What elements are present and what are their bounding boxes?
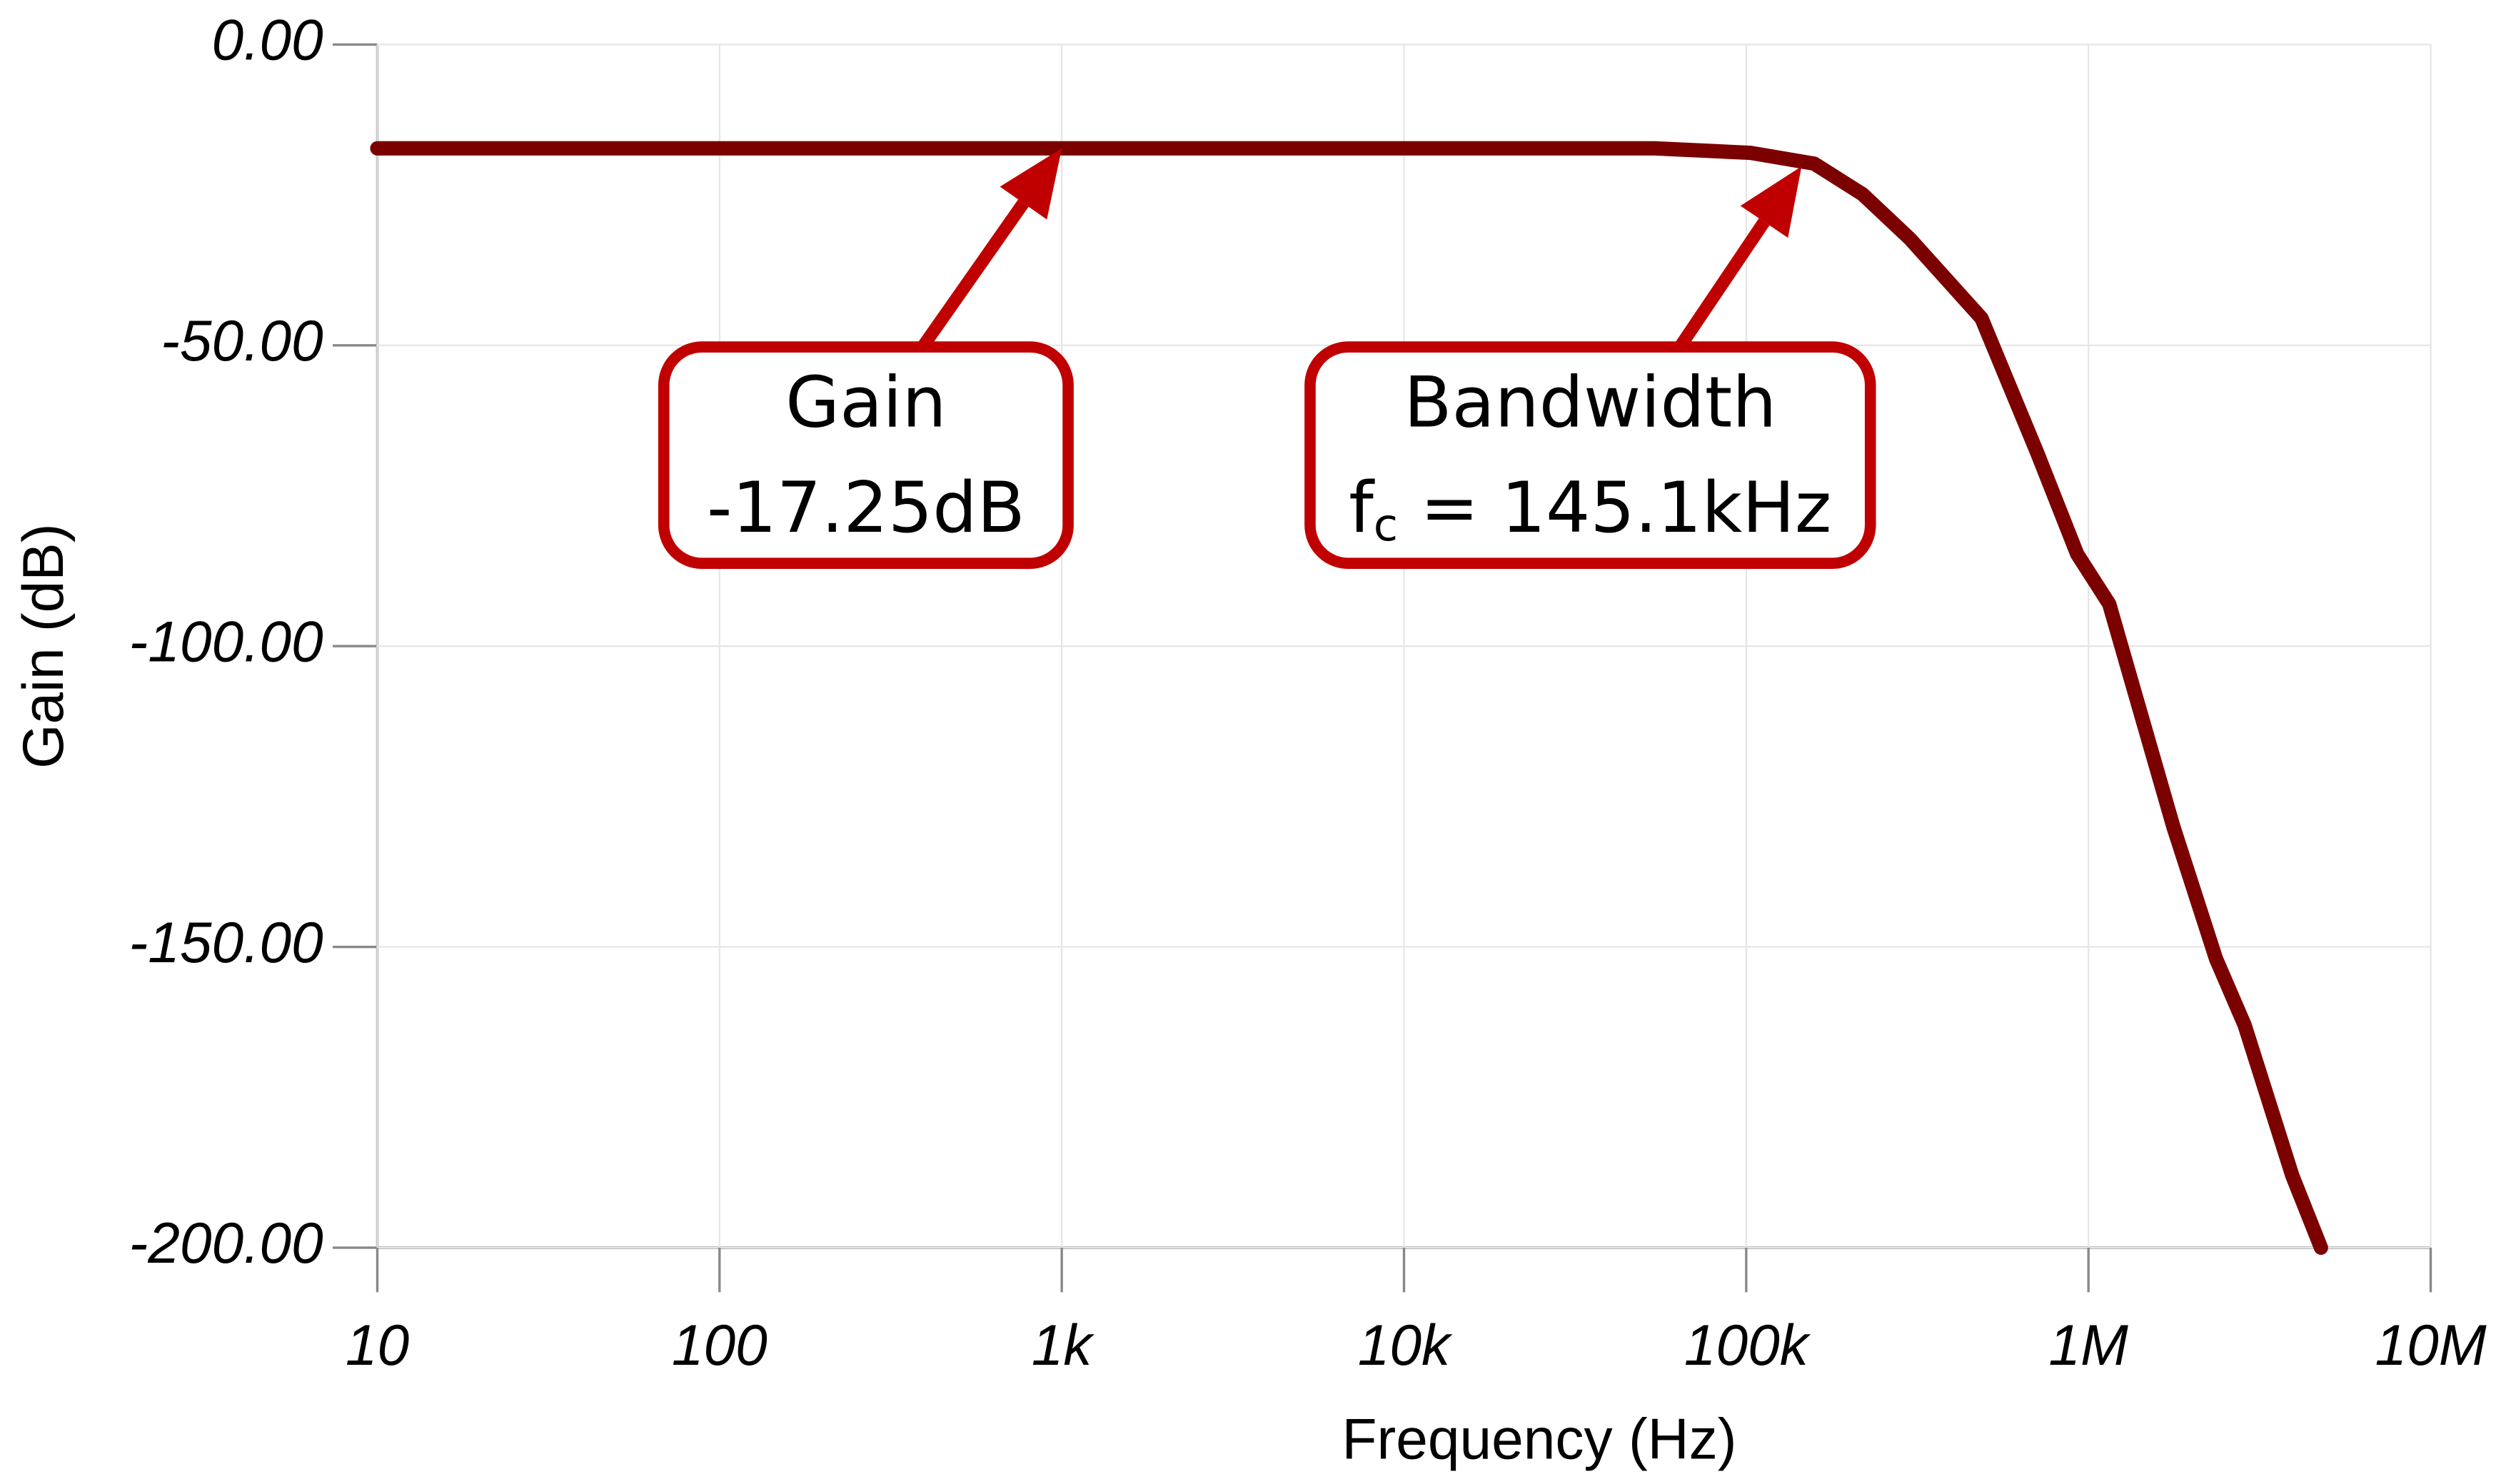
x-tick-label: 10: [346, 1313, 409, 1378]
annotation-text: fc = 145.1kHz: [1349, 468, 1831, 552]
arrow-shaft: [917, 199, 1029, 351]
x-tick-label: 1M: [2048, 1313, 2128, 1378]
y-axis-title: Gain (dB): [11, 523, 76, 768]
annotation-text-part: = 145.1kHz: [1398, 468, 1831, 549]
x-tick-label: 10k: [1358, 1313, 1453, 1378]
x-tick-label: 10M: [2375, 1313, 2486, 1378]
line: [370, 141, 2328, 1255]
arrow-head: [1740, 166, 1802, 238]
annotation-text: -17.25dB: [707, 468, 1025, 549]
arrow-shaft: [1674, 218, 1770, 351]
annotation-title: Gain: [785, 363, 947, 444]
annotation-text-part: f: [1349, 468, 1375, 549]
arrow-head: [1000, 148, 1062, 220]
y-tick-label: -100.00: [129, 610, 323, 674]
annotation-box: [658, 341, 1074, 570]
y-tick-label: 0.00: [211, 9, 323, 73]
x-tick-label: 1k: [1032, 1313, 1095, 1378]
y-tick-label: -200.00: [129, 1211, 323, 1276]
annotation-title: Bandwidth: [1404, 363, 1776, 444]
y-tick-label: -150.00: [129, 911, 323, 975]
x-axis-title: Frequency (Hz): [1342, 1407, 1737, 1471]
y-tick-label: -50.00: [161, 309, 323, 373]
annotation-text-part: c: [1374, 499, 1398, 551]
x-tick-label: 100: [672, 1313, 768, 1378]
x-tick-label: 100k: [1684, 1313, 1811, 1378]
annotation-box: [1304, 341, 1876, 570]
